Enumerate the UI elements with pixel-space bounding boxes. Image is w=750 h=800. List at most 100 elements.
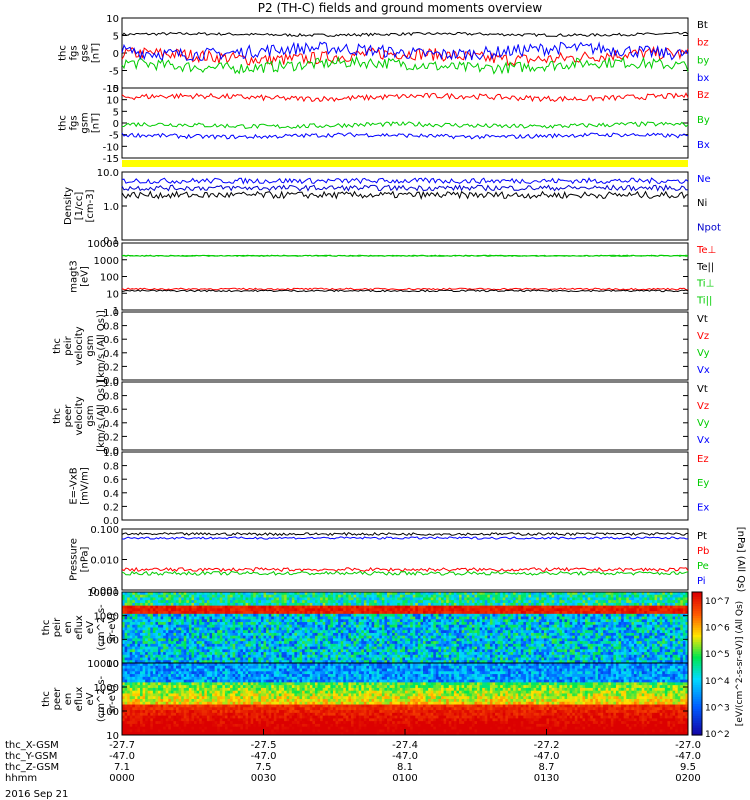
right-label-text: [nPa] (All Qs) [735, 527, 746, 593]
ylabel-line: gsm [80, 112, 91, 133]
ytick-label: 10 [106, 14, 119, 25]
ylabel-line: [eV] [80, 266, 91, 287]
legend-te⊥: Te⊥ [696, 245, 716, 256]
ylabel-line: magt3 [69, 260, 80, 293]
ytick-label: 1.0 [103, 448, 119, 459]
ylabel-line: thc [58, 45, 69, 61]
ylabel-line: gse [80, 44, 91, 62]
ylabel-line: [1/cc] [74, 192, 85, 221]
ylabel-line: gsm [85, 335, 96, 356]
legend-te||: Te|| [696, 262, 714, 273]
ytick-label: -15 [103, 154, 119, 165]
ylabel-line: E=-VxB [69, 467, 80, 504]
series-ne [122, 178, 688, 183]
series-npot [122, 185, 688, 190]
panel-frame [122, 382, 688, 450]
ylabel: thc fgs gse [nT] [58, 43, 102, 63]
ytick-label: -5 [109, 67, 119, 78]
legend-pe: Pe [697, 561, 709, 572]
ylabel-line: [mV/m] [80, 467, 91, 505]
ytick-label: -5 [109, 131, 119, 142]
ylabel-line: [nT] [91, 43, 102, 63]
ylabel-line: [nT] [91, 113, 102, 133]
right-label: [nPa] (All Qs) [735, 527, 746, 593]
legend-bx: Bx [697, 140, 710, 151]
legend-bz: bz [697, 38, 709, 49]
legend-vx: Vx [697, 365, 710, 376]
legend-ex: Ex [697, 502, 709, 513]
legend-vz: Vz [697, 331, 709, 342]
panel-frame [122, 243, 688, 310]
ytick-label: 0.4 [103, 489, 119, 500]
legend-ey: Ey [697, 478, 709, 489]
legend-vy: Vy [697, 348, 710, 359]
ylabel: magt3 [eV] [69, 260, 91, 293]
ytick-label: 100 [100, 273, 119, 284]
panel-frame [122, 172, 688, 240]
ylabel-line: [km/s (All Qs)] [96, 380, 107, 452]
ylabel-line: [cm-3] [85, 189, 96, 222]
series-pi [122, 537, 688, 539]
series-pe [122, 572, 688, 576]
ylabel-line: thc [52, 408, 63, 424]
ylabel: thc peer velocity gsm [km/s (All Qs)] [52, 380, 107, 452]
quality-flag-bar [122, 160, 688, 167]
ylabel-line: peer [63, 404, 74, 428]
legend-vx: Vx [697, 435, 710, 446]
ylabel: Density [1/cc] [cm-3] [63, 187, 96, 225]
legend-ni: Ni [697, 198, 707, 209]
series-bt [122, 32, 688, 36]
ylabel: Pressure [nPa] [69, 538, 91, 581]
series-bx [122, 133, 688, 139]
ytick-label: 0.100 [90, 525, 119, 536]
legend-by: by [697, 55, 709, 66]
ylabel-line: thc [58, 115, 69, 131]
ytick-label: 10.0 [97, 168, 119, 179]
ytick-label: -10 [103, 142, 119, 153]
series-by [122, 122, 688, 128]
ytick-label: 10000 [87, 239, 119, 250]
legend-vy: Vy [697, 418, 710, 429]
ylabel-line: velocity [74, 326, 85, 365]
legend-bx: bx [697, 73, 709, 84]
legend-bt: Bt [697, 20, 708, 31]
ylabel-line: Density [63, 187, 74, 225]
ytick-label: 5 [113, 107, 119, 118]
ylabel: thc peir velocity gsm [km/s (All Qs)] [52, 310, 107, 382]
ytick-label: 0 [113, 119, 119, 130]
ytick-label: 5 [113, 32, 119, 43]
ytick-label: 10 [106, 289, 119, 300]
legend-pb: Pb [697, 546, 709, 557]
series-pt [122, 533, 688, 536]
panel-frame [122, 18, 688, 88]
panel-frame [122, 452, 688, 520]
ylabel-line: thc [52, 338, 63, 354]
series-bz [122, 93, 688, 101]
series-te⊥ [122, 288, 688, 290]
series-te|| [122, 290, 688, 292]
legend-vt: Vt [697, 384, 708, 395]
ytick-label: 15 [106, 84, 119, 95]
ylabel-line: [nPa] [80, 546, 91, 572]
ylabel-line: gsm [85, 405, 96, 426]
ylabel-line: fgs [69, 45, 80, 60]
ytick-label: 0.6 [103, 475, 119, 486]
legend-by: By [697, 115, 710, 126]
ytick-label: 0 [113, 49, 119, 60]
ylabel: thc fgs gsm [nT] [58, 112, 102, 133]
legend-pt: Pt [697, 531, 707, 542]
legend-bz: Bz [697, 90, 709, 101]
legend-vz: Vz [697, 401, 709, 412]
ylabel-line: Pressure [69, 538, 80, 581]
plot-title: P2 (TH-C) fields and ground moments over… [258, 1, 543, 15]
legend-ti||: Ti|| [696, 295, 712, 306]
legend-ez: Ez [697, 454, 709, 465]
legend-ti⊥: Ti⊥ [696, 279, 714, 290]
